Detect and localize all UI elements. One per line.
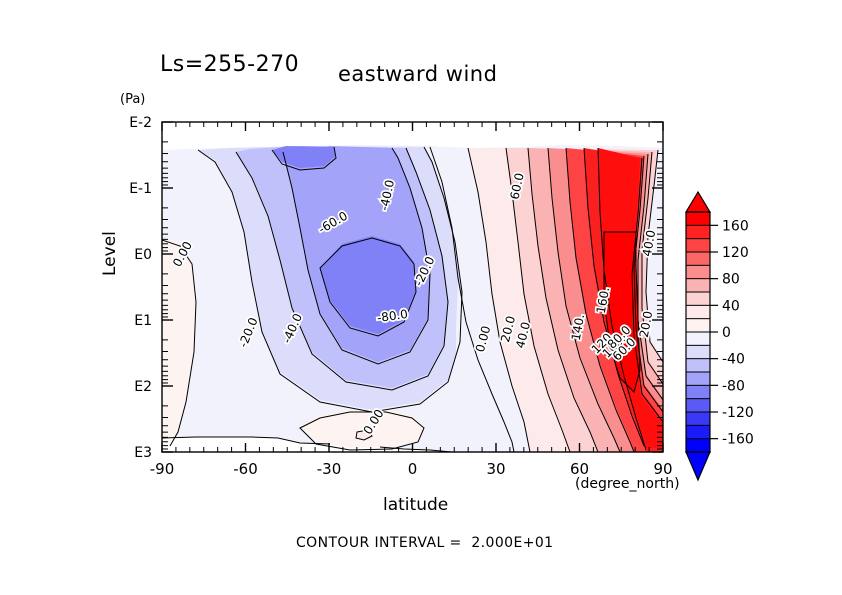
contour-label: -80.0 [376,307,409,325]
colorbar-label: -120 [722,405,754,421]
contour-label-halo: 0.00 [473,324,493,353]
x-tick-label: -60 [233,460,258,478]
colorbar-band [685,411,711,427]
island-0-20 [300,410,424,448]
y-tick-label: E-1 [129,181,152,197]
colorbar-band [685,371,711,387]
contour-label: 60.0 [507,172,526,201]
nodata-top [162,122,663,149]
colorbar-band [685,291,711,307]
contour-label: 20.0 [498,314,518,343]
x-tick-group [161,122,664,452]
colorbar-label: 0 [722,325,731,341]
colorbar-band [685,398,711,413]
title-variable: eastward wind [338,62,498,86]
colorbar-band [685,278,711,293]
contour-label: 140. [569,313,587,342]
x-tick-label: 60 [570,460,589,478]
x-tick-label: 30 [486,460,505,478]
colorbar-label: 40 [722,298,740,314]
x-tick-label: 90 [653,460,672,478]
colorbar-band [685,211,711,227]
colorbar-band [685,264,711,280]
contour-label: 0.00 [473,324,493,353]
colorbar-label: 120 [722,245,749,261]
colorbar-band [685,318,711,333]
colorbar-label: 160 [722,218,749,234]
y-tick-label: E1 [134,313,152,329]
y-tick-label: E3 [134,445,152,461]
colorbar-label: -40 [722,352,745,368]
colorbar[interactable]: 160 120 80 40 0 -40 -80 -120 -160 [684,190,754,482]
contour-label-halo: 40.0 [640,229,658,258]
x-axis-unit: (degree_north) [575,476,680,492]
y-axis-unit: (Pa) [120,92,146,107]
contour-label: 20.0 [637,310,655,339]
colorbar-band [685,424,711,440]
band-neg100-neg80 [320,236,416,334]
colorbar-under-arrow [685,451,711,482]
contour-label: 160. [594,286,612,315]
x-tick-label: 0 [408,460,418,478]
band-neg20-0-mid [430,147,514,452]
x-tick-label-group: -90 -60 -30 0 30 60 90 [150,460,673,478]
colorbar-tick-group [710,224,718,440]
colorbar-label: -80 [722,378,745,394]
colorbar-band [685,224,711,240]
contour-fill-layer [162,122,663,452]
contour-label: 40.0 [640,229,658,258]
contour-label-halo: 20.0 [637,310,655,339]
colorbar-label: 80 [722,272,740,288]
colorbar-label: -160 [722,432,754,448]
band-over-160 [604,232,640,392]
title-ls: Ls=255-270 [160,52,300,77]
colorbar-label-group: 160 120 80 40 0 -40 -80 -120 -160 [722,218,754,447]
y-tick-label: E2 [134,379,152,395]
y-tick-label-group: E-2 E-1 E0 E1 E2 E3 [129,115,152,461]
y-tick-group [162,121,663,453]
x-tick-label: -30 [317,460,342,478]
band-upper-neg80-patch [272,146,336,168]
colorbar-over-arrow [684,190,712,213]
contour-label-halo: 140. [569,313,587,342]
contour-label-halo: -80.0 [376,307,409,325]
band-0-20-south [162,238,196,448]
nodata-bottom-left [162,437,452,452]
y-tick-label: E0 [134,247,152,263]
colorbar-band [685,438,711,453]
colorbar-band [685,304,711,320]
colorbar-band [685,344,711,360]
contour-label: -40.0 [377,179,397,212]
colorbar-band-group [685,211,711,453]
x-axis-title: latitude [383,495,449,515]
contour-interval-caption: CONTOUR INTERVAL = 2.000E+01 [296,535,554,551]
y-tick-label: E-2 [129,115,152,131]
axes-frame: -90 -60 -30 0 30 60 90 E-2 E-1 E0 E1 E2 E3 [129,115,672,478]
contour-label: 40.0 [513,320,533,349]
colorbar-band [685,331,711,347]
contour-label-halo: 160. [594,286,612,315]
x-tick-label: -90 [150,460,175,478]
colorbar-band [685,358,711,373]
colorbar-band [685,251,711,267]
colorbar-band [685,238,711,253]
contour-line-layer [162,146,663,452]
colorbar-band [685,384,711,400]
